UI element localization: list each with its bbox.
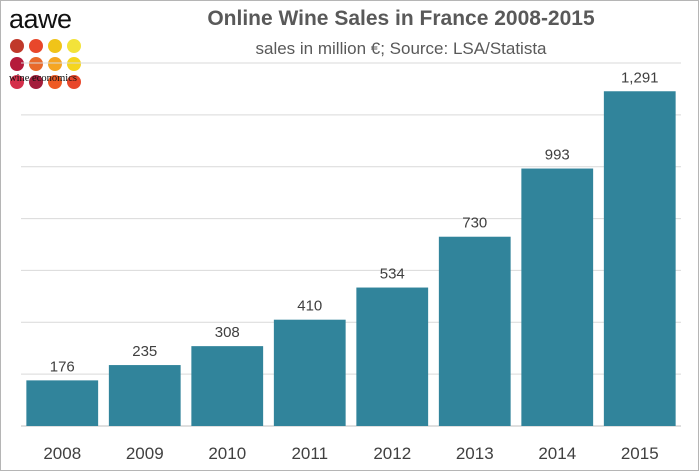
data-label: 993	[545, 147, 570, 164]
x-tick-label: 2009	[126, 444, 164, 463]
logo-dot	[67, 57, 81, 71]
bar	[438, 236, 511, 426]
logo-dot	[67, 39, 81, 53]
chart-title: Online Wine Sales in France 2008-2015	[207, 7, 595, 30]
logo-dot	[29, 57, 43, 71]
logo-dot	[29, 39, 43, 53]
logo-dot	[48, 39, 62, 53]
bar	[191, 346, 264, 426]
bar	[603, 91, 676, 426]
data-label: 176	[50, 358, 75, 375]
x-tick-label: 2012	[373, 444, 411, 463]
logo-dot	[10, 75, 24, 89]
x-tick-label: 2011	[291, 444, 328, 463]
data-label: 235	[132, 343, 157, 360]
logo-dot	[48, 75, 62, 89]
logo-dot	[10, 57, 24, 71]
logo-dot	[29, 75, 43, 89]
bar	[521, 168, 594, 426]
bar	[108, 365, 181, 426]
x-tick-label: 2013	[456, 444, 494, 463]
x-tick-label: 2014	[538, 444, 576, 463]
logo-wordmark: aawe	[9, 4, 72, 34]
aawe-logo: aawe wine economics	[9, 4, 91, 89]
logo-dot	[67, 75, 81, 89]
logo-tagline: wine economics	[9, 73, 77, 84]
x-tick-label: 2015	[621, 444, 659, 463]
data-label: 1,291	[621, 69, 659, 86]
logo-dot	[10, 39, 24, 53]
bar	[26, 380, 99, 426]
data-label: 308	[215, 324, 240, 341]
chart-subtitle: sales in million €; Source: LSA/Statista	[255, 39, 547, 58]
data-label: 534	[380, 266, 405, 283]
bar	[273, 319, 346, 426]
data-label: 730	[462, 215, 487, 232]
data-label: 410	[297, 298, 322, 315]
logo-dot-grid	[10, 39, 81, 89]
bar	[356, 287, 429, 426]
x-tick-label: 2008	[43, 444, 81, 463]
logo-dot	[48, 57, 62, 71]
x-tick-label: 2010	[208, 444, 246, 463]
